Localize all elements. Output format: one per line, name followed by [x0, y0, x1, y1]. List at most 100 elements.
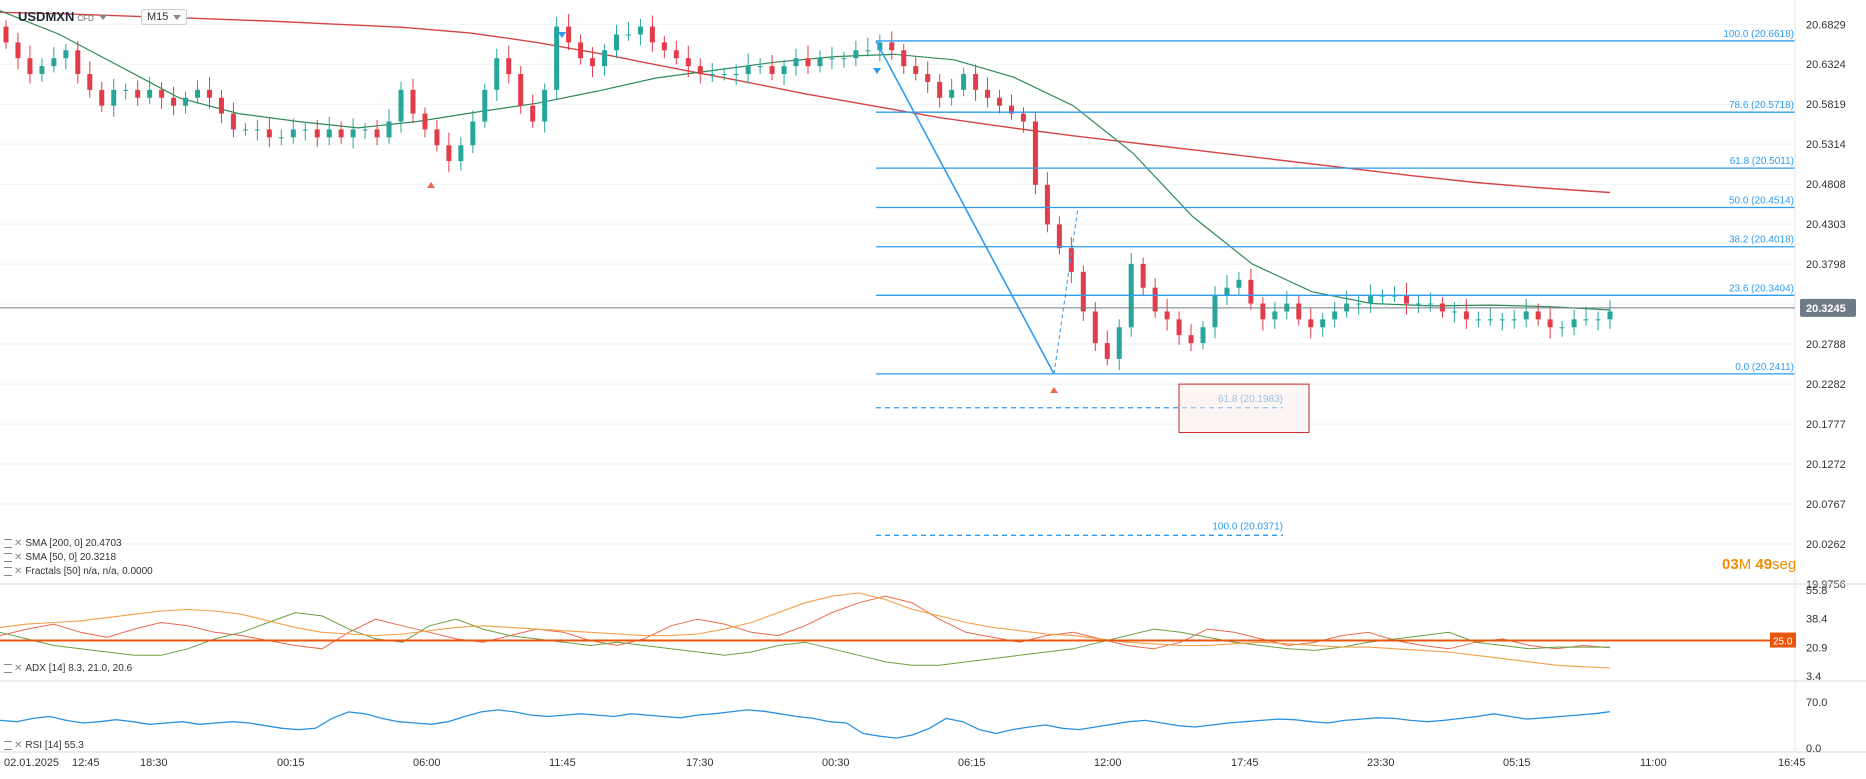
- adx-tick-label: 38.4: [1806, 614, 1827, 626]
- candle-body: [1272, 311, 1278, 320]
- candle-body: [649, 26, 655, 43]
- time-tick-label: 00:30: [822, 757, 850, 769]
- candle-body: [446, 145, 452, 162]
- candle-body: [362, 129, 368, 131]
- price-axis: 20.6829 20.6324 20.5819 20.5314 20.4808 20.43…: [0, 0, 1866, 753]
- price-tick-label: 20.1777: [1806, 419, 1846, 431]
- settings-icon[interactable]: [4, 663, 12, 673]
- fibonacci-levels[interactable]: 100.0 (20.6618) 78.6 (20.5718) 61.8 (20.50…: [875, 29, 1795, 536]
- legend-rsi[interactable]: ✕ RSI [14] 55.3: [4, 740, 84, 751]
- legend-adx-text: ADX [14] 8.3, 21.0, 20.6: [25, 663, 133, 674]
- candle-body: [374, 129, 380, 138]
- sma200-line: [0, 11, 1611, 194]
- candle-body: [925, 74, 931, 82]
- candle-body: [398, 89, 404, 122]
- candle-body: [1475, 319, 1481, 321]
- candle-body: [1535, 311, 1541, 320]
- countdown-seconds-unit: seg: [1772, 556, 1797, 573]
- close-icon[interactable]: ✕: [14, 663, 23, 674]
- candle-body: [829, 58, 835, 60]
- candle-body: [1188, 335, 1194, 344]
- candle-body: [75, 50, 81, 75]
- fib-level-label: 50.0 (20.4514): [1729, 195, 1794, 206]
- candle-body: [39, 66, 45, 75]
- price-grid: [0, 23, 1795, 585]
- candle-body: [171, 97, 177, 106]
- candle-body: [949, 89, 955, 98]
- candle-body: [661, 42, 667, 51]
- settings-icon[interactable]: [4, 740, 12, 750]
- candle-body: [3, 26, 9, 43]
- legend-fractals-text: Fractals [50] n/a, n/a, 0.0000: [25, 566, 153, 577]
- candle-body: [470, 121, 476, 146]
- candle-body: [1404, 295, 1410, 304]
- candle-body: [51, 58, 57, 67]
- legend-adx[interactable]: ✕ ADX [14] 8.3, 21.0, 20.6: [4, 663, 132, 674]
- target-zone-box: [1178, 383, 1310, 434]
- legend-sma200[interactable]: ✕ SMA [200, 0] 20.4703: [4, 538, 122, 549]
- candle-body: [673, 50, 679, 59]
- candle-body: [1104, 343, 1110, 359]
- candle-body: [1020, 113, 1026, 122]
- candlesticks: [3, 13, 1613, 371]
- time-axis: 02.01.2025 12:45 18:30 00:15 06:00 11:45 17:30…: [4, 757, 1806, 769]
- close-icon[interactable]: ✕: [14, 566, 23, 577]
- rsi-tick-label: 70.0: [1806, 697, 1827, 709]
- candle-body: [1260, 303, 1266, 320]
- price-tick-label: 20.1272: [1806, 459, 1846, 471]
- adx-tick-label: 20.9: [1806, 642, 1827, 654]
- candle-body: [745, 66, 751, 75]
- candle-body: [1415, 303, 1421, 305]
- price-tick-label: 19.9756: [1806, 579, 1846, 591]
- candle-body: [853, 50, 859, 59]
- adx-minus-di-line: [0, 612, 1610, 666]
- timeframe-selector[interactable]: M15: [141, 9, 188, 25]
- candle-body: [697, 66, 703, 75]
- candle-body: [889, 42, 895, 51]
- fractal-markers: [427, 32, 1058, 393]
- candle-body: [985, 89, 991, 98]
- candle-body: [1559, 327, 1565, 329]
- candle-countdown: 03M 49seg: [1722, 556, 1796, 573]
- legend-sma50[interactable]: ✕ SMA [50, 0] 20.3218: [4, 552, 116, 563]
- candle-body: [135, 89, 141, 98]
- fractal-up-arrow-icon: [427, 182, 435, 188]
- candle-body: [1523, 311, 1529, 320]
- close-icon[interactable]: ✕: [14, 740, 23, 751]
- candle-body: [841, 58, 847, 60]
- candle-body: [386, 121, 392, 138]
- candle-body: [159, 89, 165, 98]
- settings-icon[interactable]: [4, 566, 12, 576]
- candle-body: [350, 129, 356, 138]
- candle-body: [721, 74, 727, 76]
- candle-body: [1607, 311, 1613, 320]
- time-tick-label: 12:00: [1094, 757, 1122, 769]
- candle-body: [218, 97, 224, 114]
- symbol-selector[interactable]: USDMXN CFD: [18, 9, 107, 24]
- settings-icon[interactable]: [4, 552, 12, 562]
- settings-icon[interactable]: [4, 538, 12, 548]
- fib-level-label: 23.6 (20.3404): [1729, 283, 1794, 294]
- legend-fractals[interactable]: ✕ Fractals [50] n/a, n/a, 0.0000: [4, 566, 153, 577]
- countdown-minutes-unit: M: [1738, 556, 1752, 573]
- candle-body: [613, 34, 619, 51]
- candle-body: [1511, 319, 1517, 321]
- candle-body: [566, 26, 572, 43]
- time-tick-label: 06:00: [413, 757, 441, 769]
- candle-body: [1499, 319, 1505, 321]
- price-tick-label: 20.4303: [1806, 219, 1846, 231]
- candle-body: [1032, 121, 1038, 185]
- candle-body: [1068, 248, 1074, 272]
- close-icon[interactable]: ✕: [14, 538, 23, 549]
- candle-body: [1427, 303, 1433, 305]
- fractal-up-arrow-icon: [1050, 387, 1058, 393]
- candle-body: [769, 66, 775, 75]
- time-tick-label: 00:15: [277, 757, 305, 769]
- price-tick-label: 20.4808: [1806, 179, 1846, 191]
- close-icon[interactable]: ✕: [14, 552, 23, 563]
- candle-body: [338, 129, 344, 138]
- fractal-down-arrow-icon: [558, 32, 566, 38]
- candle-body: [637, 26, 643, 35]
- candle-body: [290, 129, 296, 138]
